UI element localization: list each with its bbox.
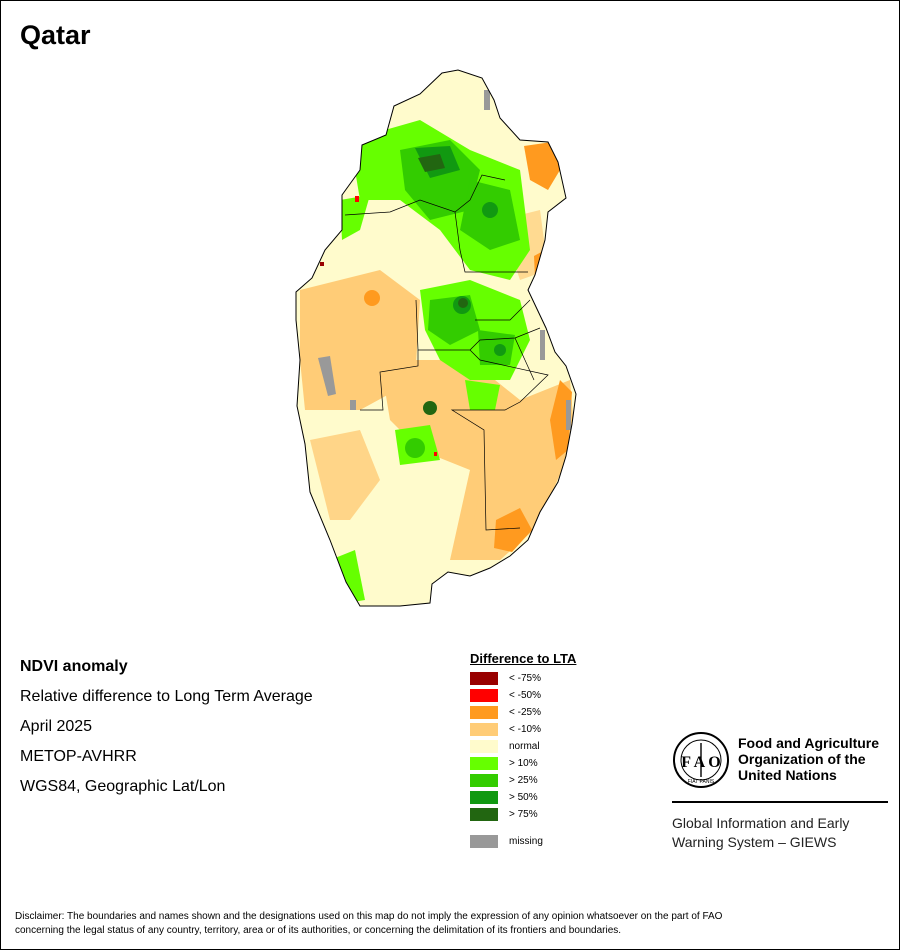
legend-swatch — [470, 723, 498, 736]
legend-title: Difference to LTA — [470, 651, 577, 666]
legend-item: < -75% — [470, 670, 576, 687]
legend-label: > 75% — [509, 809, 538, 820]
legend-item: > 25% — [470, 772, 576, 789]
legend-swatch — [470, 689, 498, 702]
legend: Difference to LTA < -75% < -50% < -25% < -1… — [470, 651, 576, 850]
legend-swatch — [470, 740, 498, 753]
legend-label: < -75% — [509, 673, 541, 684]
legend-item: > 50% — [470, 789, 576, 806]
legend-swatch — [470, 706, 498, 719]
map-metadata: NDVI anomaly Relative difference to Long… — [20, 657, 313, 807]
fao-logo-icon: F A O FIAT PANIS — [673, 732, 729, 788]
legend-label: > 10% — [509, 758, 538, 769]
divider — [672, 801, 888, 803]
legend-label: > 25% — [509, 775, 538, 786]
legend-swatch — [470, 757, 498, 770]
legend-swatch — [470, 835, 498, 848]
legend-item: < -25% — [470, 704, 576, 721]
legend-label: missing — [509, 836, 543, 847]
legend-swatch — [470, 791, 498, 804]
legend-label: < -10% — [509, 724, 541, 735]
legend-swatch — [470, 808, 498, 821]
svg-text:FIAT PANIS: FIAT PANIS — [688, 779, 715, 785]
product-description: Relative difference to Long Term Average — [20, 688, 313, 705]
map-title: Qatar — [20, 20, 91, 50]
legend-label: normal — [509, 741, 540, 752]
fao-branding: F A O FIAT PANIS Food and Agriculture Or… — [672, 731, 888, 850]
legend-swatch — [470, 672, 498, 685]
giews-name: Global Information and Early Warning Sys… — [672, 815, 850, 850]
product-name: NDVI anomaly — [20, 658, 128, 675]
legend-label: > 50% — [509, 792, 538, 803]
disclaimer: Disclaimer: The boundaries and names sho… — [15, 911, 723, 936]
legend-item: > 10% — [470, 755, 576, 772]
ndvi-anomaly-map — [295, 69, 577, 607]
legend-item: < -10% — [470, 721, 576, 738]
legend-swatch — [470, 774, 498, 787]
legend-label: < -25% — [509, 707, 541, 718]
legend-item: > 75% — [470, 806, 576, 823]
legend-label: < -50% — [509, 690, 541, 701]
fao-name: Food and Agriculture Organization of the… — [738, 735, 880, 783]
projection: WGS84, Geographic Lat/Lon — [20, 778, 226, 795]
legend-item-missing: missing — [470, 833, 576, 850]
legend-item: normal — [470, 738, 576, 755]
map-date: April 2025 — [20, 718, 93, 735]
legend-item: < -50% — [470, 687, 576, 704]
sensor-name: METOP-AVHRR — [20, 748, 137, 765]
